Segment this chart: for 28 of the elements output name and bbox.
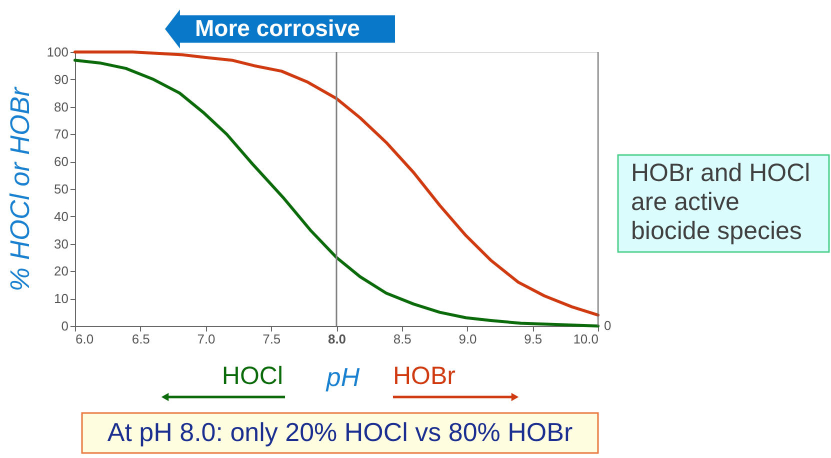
y-tick-label: 100 (46, 44, 68, 60)
text: HOCl (222, 362, 283, 390)
text: HOBr (393, 362, 456, 390)
text: HOBr and HOCl are active biocide species (631, 159, 810, 245)
x-axis-title: pH (325, 362, 360, 392)
x-tick-label: 10.0 (573, 332, 598, 346)
x-tick-label: 9.0 (458, 332, 477, 346)
text: More corrosive (195, 15, 360, 41)
y-tick-label: 30 (54, 236, 68, 252)
y-tick-label: 40 (54, 208, 68, 224)
x-tick-label: 7.5 (262, 332, 281, 346)
text: 0 (604, 318, 612, 333)
x-tick-label: 6.5 (132, 332, 150, 346)
y-tick-label: 50 (54, 182, 68, 196)
y-tick-label: 10 (54, 291, 68, 306)
y-tick-label: 0 (61, 318, 68, 334)
y-tick-label: 60 (54, 154, 68, 170)
x-tick-label: 6.0 (76, 332, 94, 346)
y-tick-label: 70 (54, 126, 68, 142)
y-tick-label: 80 (54, 99, 68, 114)
x-tick-label: 8.0 (328, 332, 346, 346)
y-tick-label: 20 (54, 264, 68, 279)
text: At pH 8.0: only 20% HOCl vs 80% HOBr (107, 417, 573, 447)
x-tick-label: 9.5 (524, 332, 542, 346)
y-axis-title: % HOCl or HOBr (4, 86, 35, 292)
x-tick-label: 8.5 (393, 332, 412, 346)
y-tick-label: 90 (54, 72, 68, 87)
x-tick-label: 7.0 (197, 332, 216, 346)
